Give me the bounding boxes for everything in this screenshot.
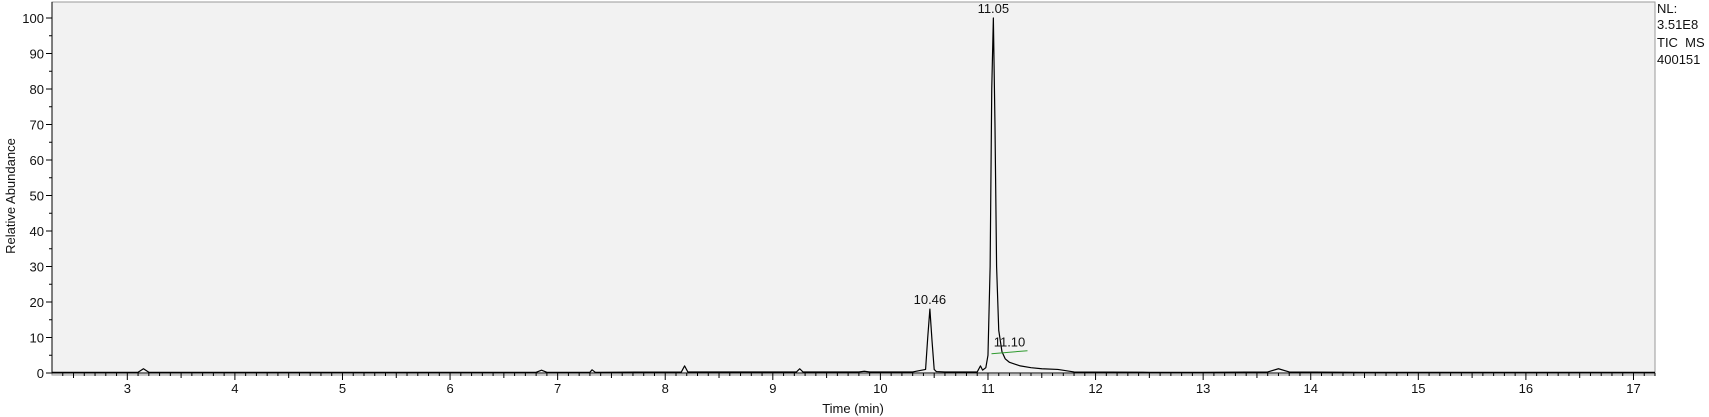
- scan-filter: TIC MS: [1657, 35, 1705, 50]
- x-tick-label: 12: [1088, 381, 1102, 396]
- x-tick-label: 6: [446, 381, 453, 396]
- x-tick-label: 16: [1519, 381, 1533, 396]
- y-tick-label: 80: [30, 82, 44, 97]
- x-tick-label: 7: [554, 381, 561, 396]
- peak-label: 11.10: [994, 335, 1026, 350]
- y-tick-label: 30: [30, 260, 44, 275]
- nl-value: 3.51E8: [1657, 17, 1698, 32]
- y-tick-label: 50: [30, 189, 44, 204]
- peak-label: 10.46: [914, 292, 947, 307]
- y-tick-label: 90: [30, 47, 44, 62]
- plot-background: [51, 1, 1656, 376]
- x-tick-label: 4: [231, 381, 238, 396]
- x-tick-label: 5: [339, 381, 346, 396]
- y-tick-label: 100: [22, 11, 44, 26]
- info-panel: NL: 3.51E8 TIC MS 400151: [1657, 1, 1705, 67]
- x-axis-title: Time (min): [822, 401, 884, 416]
- x-tick-label: 9: [769, 381, 776, 396]
- x-tick-label: 10: [873, 381, 887, 396]
- peak-marker-line: [991, 350, 1028, 355]
- y-axis: 0 10 20 30 40 50 60 70 80 90 100: [22, 2, 53, 381]
- x-tick-label: 13: [1196, 381, 1210, 396]
- x-tick-label: 11: [981, 381, 995, 396]
- x-tick-label: 17: [1626, 381, 1640, 396]
- y-tick-label: 40: [30, 224, 44, 239]
- peak-annotations: 11.05 10.46 11.10: [914, 1, 1028, 355]
- y-tick-label: 70: [30, 118, 44, 133]
- sample-id: 400151: [1657, 52, 1700, 67]
- x-tick-label: 8: [662, 381, 669, 396]
- x-tick-label: 14: [1303, 381, 1317, 396]
- tic-trace-line: [52, 17, 1655, 373]
- y-tick-label: 60: [30, 153, 44, 168]
- peak-label: 11.05: [978, 1, 1010, 16]
- x-axis: 3 4 5 6 7 8 9 10 11 12 13 14 15 16 17: [52, 372, 1656, 396]
- y-tick-label: 20: [30, 295, 44, 310]
- y-axis-title: Relative Abundance: [3, 138, 18, 254]
- x-tick-label: 3: [124, 381, 131, 396]
- y-tick-label: 0: [37, 366, 44, 381]
- x-tick-label: 15: [1411, 381, 1425, 396]
- y-tick-label: 10: [30, 331, 44, 346]
- nl-label: NL:: [1657, 1, 1677, 16]
